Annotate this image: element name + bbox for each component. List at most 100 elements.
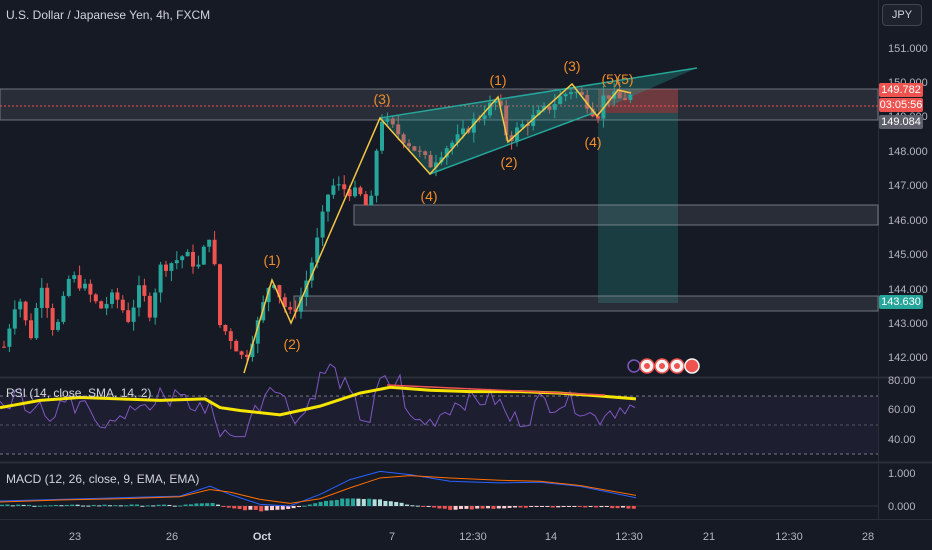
wedge-upper-line[interactable] xyxy=(379,67,698,119)
macd-hist-bar xyxy=(37,505,42,507)
macd-hist-bar xyxy=(486,506,490,509)
macd-hist-bar xyxy=(21,504,26,506)
wave-label: (3) xyxy=(563,58,580,74)
macd-hist-bar xyxy=(523,506,528,508)
candle-body xyxy=(115,292,120,300)
macd-hist-bar xyxy=(372,499,377,506)
macd-line[interactable] xyxy=(0,470,637,507)
currency-button[interactable]: JPY xyxy=(882,4,922,26)
macd-hist-bar xyxy=(577,506,582,507)
macd-hist-bar xyxy=(324,500,328,506)
macd-hist-bar xyxy=(626,506,631,509)
macd-tick: 0.000 xyxy=(888,501,916,513)
macd-hist-bar xyxy=(124,505,129,507)
macd-hist-bar xyxy=(280,506,285,510)
time-axis[interactable]: 23 26 Oct 7 12:30 14 12:30 21 12:30 28 xyxy=(69,531,874,543)
candle-body xyxy=(596,116,600,119)
us-flag-icon[interactable] xyxy=(684,358,700,374)
macd-hist-bar xyxy=(480,506,485,509)
candles-group[interactable] xyxy=(2,82,633,362)
risk-zone[interactable] xyxy=(598,89,678,113)
us-flag-icon xyxy=(674,363,680,369)
macd-hist-bar xyxy=(199,503,204,506)
price-tick: 144.000 xyxy=(888,284,928,296)
candle-body xyxy=(61,295,66,322)
candle-body xyxy=(272,285,276,288)
macd-hist-bar xyxy=(70,504,75,506)
time-tick: 14 xyxy=(545,531,557,543)
reward-zone[interactable] xyxy=(598,113,678,303)
macd-hist-bar xyxy=(550,506,555,508)
candle-body xyxy=(2,346,6,348)
candle-body xyxy=(185,251,190,257)
macd-hist-bar xyxy=(5,504,10,506)
macd-hist-bar xyxy=(464,506,469,509)
candle-body xyxy=(196,264,201,267)
rsi-line[interactable] xyxy=(0,363,636,438)
candle-body xyxy=(212,239,217,265)
candle-body xyxy=(255,320,260,344)
macd-hist-bar xyxy=(259,506,264,512)
time-tick: Oct xyxy=(253,531,272,543)
macd-hist-bar xyxy=(361,499,366,506)
support-zone-upper[interactable] xyxy=(353,204,879,226)
macd-hist-bar xyxy=(102,504,107,506)
candle-body xyxy=(245,354,249,358)
event-circle-icon[interactable] xyxy=(627,359,641,373)
macd-hist-bar xyxy=(545,506,550,507)
elliott-wave-line[interactable] xyxy=(243,82,632,374)
macd-hist-bar xyxy=(43,505,48,507)
candle-body xyxy=(498,100,503,106)
macd-hist-bar xyxy=(237,506,242,510)
support-zone-lower[interactable] xyxy=(293,295,879,312)
candle-body xyxy=(369,195,374,206)
candle-body xyxy=(336,184,341,186)
macd-hist-bar xyxy=(253,506,258,510)
wave-label: (5) xyxy=(601,71,618,87)
wedge-lower-line[interactable] xyxy=(429,111,597,175)
candle-body xyxy=(331,185,336,195)
signal-line[interactable] xyxy=(0,475,637,504)
macd-hist-bar xyxy=(507,506,512,508)
candle-body xyxy=(423,151,428,155)
candle-body xyxy=(228,331,233,341)
event-icons[interactable] xyxy=(627,358,700,374)
macd-hist-bar xyxy=(270,506,274,511)
macd-hist-bar xyxy=(610,506,615,509)
candle-body xyxy=(407,143,411,147)
stop-level-badge: 149.084 xyxy=(879,115,923,129)
macd-label[interactable]: MACD (12, 26, close, 9, EMA, EMA) xyxy=(6,472,200,486)
macd-histogram[interactable] xyxy=(0,498,636,512)
time-tick: 23 xyxy=(69,531,81,543)
wave-label: (1) xyxy=(489,72,506,88)
candle-body xyxy=(12,309,17,329)
rsi-divergence-line[interactable] xyxy=(386,384,606,396)
candle-body xyxy=(201,246,206,265)
wave-label: (2) xyxy=(500,154,517,170)
macd-hist-bar xyxy=(297,506,301,507)
resistance-zone[interactable] xyxy=(0,88,879,121)
candle-body xyxy=(50,307,55,330)
macd-hist-bar xyxy=(0,504,4,506)
macd-hist-bar xyxy=(388,501,393,506)
macd-hist-bar xyxy=(572,506,577,507)
candle-body xyxy=(482,115,487,119)
macd-hist-bar xyxy=(399,502,404,506)
macd-hist-bar xyxy=(356,498,361,506)
candle-body xyxy=(158,264,163,293)
candle-body xyxy=(266,287,271,303)
time-tick: 21 xyxy=(703,531,715,543)
macd-hist-bar xyxy=(27,504,31,506)
candle-body xyxy=(358,187,363,195)
macd-hist-bar xyxy=(243,506,247,511)
candle-body xyxy=(142,285,147,296)
candle-body xyxy=(455,134,460,143)
candle-body xyxy=(401,134,406,144)
macd-hist-bar xyxy=(10,505,15,507)
candle-body xyxy=(299,297,303,312)
rising-wedge[interactable] xyxy=(380,68,697,174)
candle-body xyxy=(250,343,255,358)
rsi-label[interactable]: RSI (14, close, SMA, 14, 2) xyxy=(6,386,152,400)
macd-hist-bar xyxy=(329,500,334,506)
